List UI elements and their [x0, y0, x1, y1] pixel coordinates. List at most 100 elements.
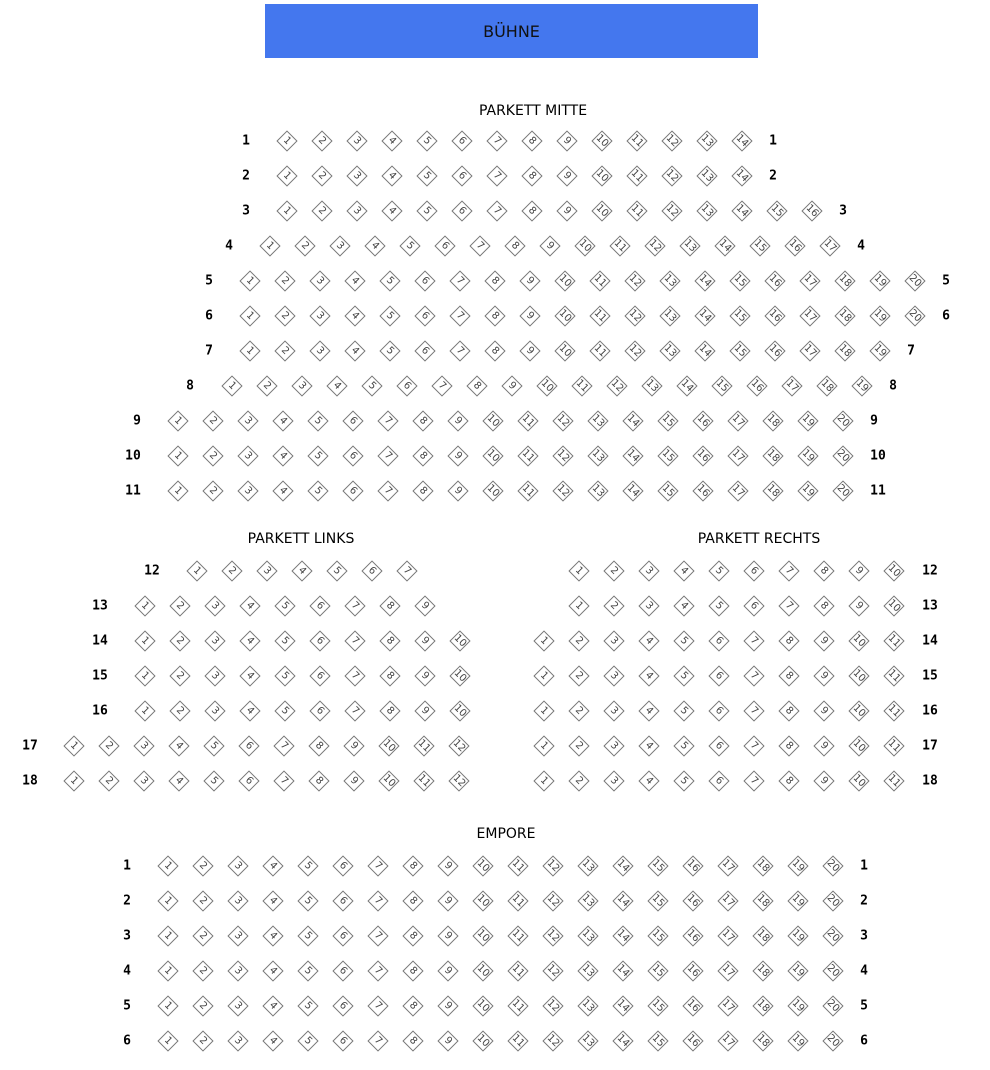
seat-empore-row-4-1[interactable]: 1 — [157, 960, 179, 982]
seat-parkett-mitte-row-11-11[interactable]: 11 — [517, 480, 539, 502]
seat-empore-row-1-7[interactable]: 7 — [367, 855, 389, 877]
seat-parkett-mitte-row-3-4[interactable]: 4 — [381, 200, 403, 222]
seat-parkett-rechts-row-17-4[interactable]: 4 — [638, 735, 660, 757]
seat-parkett-mitte-row-1-4[interactable]: 4 — [381, 130, 403, 152]
seat-empore-row-3-16[interactable]: 16 — [682, 925, 704, 947]
seat-parkett-rechts-row-12-2[interactable]: 2 — [603, 560, 625, 582]
seat-parkett-mitte-row-11-4[interactable]: 4 — [272, 480, 294, 502]
seat-empore-row-2-2[interactable]: 2 — [192, 890, 214, 912]
seat-parkett-mitte-row-9-20[interactable]: 20 — [832, 410, 854, 432]
seat-parkett-mitte-row-7-1[interactable]: 1 — [239, 340, 261, 362]
seat-empore-row-5-17[interactable]: 17 — [717, 995, 739, 1017]
seat-empore-row-4-10[interactable]: 10 — [472, 960, 494, 982]
seat-empore-row-2-1[interactable]: 1 — [157, 890, 179, 912]
seat-empore-row-5-13[interactable]: 13 — [577, 995, 599, 1017]
seat-empore-row-6-8[interactable]: 8 — [402, 1030, 424, 1052]
seat-empore-row-4-8[interactable]: 8 — [402, 960, 424, 982]
seat-parkett-mitte-row-5-15[interactable]: 15 — [729, 270, 751, 292]
seat-empore-row-5-7[interactable]: 7 — [367, 995, 389, 1017]
seat-empore-row-5-18[interactable]: 18 — [752, 995, 774, 1017]
seat-empore-row-1-6[interactable]: 6 — [332, 855, 354, 877]
seat-parkett-rechts-row-15-2[interactable]: 2 — [568, 665, 590, 687]
seat-parkett-mitte-row-8-9[interactable]: 9 — [501, 375, 523, 397]
seat-empore-row-1-18[interactable]: 18 — [752, 855, 774, 877]
seat-parkett-mitte-row-8-13[interactable]: 13 — [641, 375, 663, 397]
seat-parkett-rechts-row-13-1[interactable]: 1 — [568, 595, 590, 617]
seat-parkett-rechts-row-13-4[interactable]: 4 — [673, 595, 695, 617]
seat-parkett-links-row-15-1[interactable]: 1 — [134, 665, 156, 687]
seat-empore-row-6-4[interactable]: 4 — [262, 1030, 284, 1052]
seat-empore-row-6-3[interactable]: 3 — [227, 1030, 249, 1052]
seat-empore-row-4-11[interactable]: 11 — [507, 960, 529, 982]
seat-empore-row-6-1[interactable]: 1 — [157, 1030, 179, 1052]
seat-parkett-links-row-16-10[interactable]: 10 — [449, 700, 471, 722]
seat-empore-row-6-19[interactable]: 19 — [787, 1030, 809, 1052]
seat-empore-row-6-2[interactable]: 2 — [192, 1030, 214, 1052]
seat-parkett-mitte-row-2-14[interactable]: 14 — [731, 165, 753, 187]
seat-parkett-mitte-row-1-10[interactable]: 10 — [591, 130, 613, 152]
seat-parkett-mitte-row-11-10[interactable]: 10 — [482, 480, 504, 502]
seat-parkett-mitte-row-9-17[interactable]: 17 — [727, 410, 749, 432]
seat-parkett-mitte-row-10-2[interactable]: 2 — [202, 445, 224, 467]
seat-parkett-mitte-row-3-15[interactable]: 15 — [766, 200, 788, 222]
seat-empore-row-4-4[interactable]: 4 — [262, 960, 284, 982]
seat-empore-row-2-13[interactable]: 13 — [577, 890, 599, 912]
seat-empore-row-1-13[interactable]: 13 — [577, 855, 599, 877]
seat-parkett-links-row-12-7[interactable]: 7 — [396, 560, 418, 582]
seat-parkett-links-row-16-5[interactable]: 5 — [274, 700, 296, 722]
seat-parkett-links-row-16-4[interactable]: 4 — [239, 700, 261, 722]
seat-parkett-mitte-row-5-1[interactable]: 1 — [239, 270, 261, 292]
seat-empore-row-5-5[interactable]: 5 — [297, 995, 319, 1017]
seat-empore-row-6-9[interactable]: 9 — [437, 1030, 459, 1052]
seat-parkett-mitte-row-2-6[interactable]: 6 — [451, 165, 473, 187]
seat-parkett-mitte-row-3-16[interactable]: 16 — [801, 200, 823, 222]
seat-empore-row-2-19[interactable]: 19 — [787, 890, 809, 912]
seat-parkett-mitte-row-6-18[interactable]: 18 — [834, 305, 856, 327]
seat-parkett-rechts-row-17-8[interactable]: 8 — [778, 735, 800, 757]
seat-parkett-rechts-row-17-2[interactable]: 2 — [568, 735, 590, 757]
seat-parkett-links-row-12-6[interactable]: 6 — [361, 560, 383, 582]
seat-parkett-mitte-row-11-9[interactable]: 9 — [447, 480, 469, 502]
seat-empore-row-3-9[interactable]: 9 — [437, 925, 459, 947]
seat-parkett-mitte-row-4-13[interactable]: 13 — [679, 235, 701, 257]
seat-parkett-mitte-row-11-6[interactable]: 6 — [342, 480, 364, 502]
seat-parkett-mitte-row-11-15[interactable]: 15 — [657, 480, 679, 502]
seat-parkett-links-row-14-10[interactable]: 10 — [449, 630, 471, 652]
seat-parkett-mitte-row-3-1[interactable]: 1 — [276, 200, 298, 222]
seat-parkett-rechts-row-14-11[interactable]: 11 — [883, 630, 905, 652]
seat-parkett-links-row-17-11[interactable]: 11 — [413, 735, 435, 757]
seat-parkett-mitte-row-6-6[interactable]: 6 — [414, 305, 436, 327]
seat-parkett-mitte-row-10-1[interactable]: 1 — [167, 445, 189, 467]
seat-parkett-mitte-row-9-3[interactable]: 3 — [237, 410, 259, 432]
seat-parkett-rechts-row-16-10[interactable]: 10 — [848, 700, 870, 722]
seat-parkett-mitte-row-3-7[interactable]: 7 — [486, 200, 508, 222]
seat-parkett-mitte-row-10-9[interactable]: 9 — [447, 445, 469, 467]
seat-empore-row-3-13[interactable]: 13 — [577, 925, 599, 947]
seat-parkett-mitte-row-4-12[interactable]: 12 — [644, 235, 666, 257]
seat-parkett-mitte-row-1-3[interactable]: 3 — [346, 130, 368, 152]
seat-parkett-rechts-row-18-3[interactable]: 3 — [603, 770, 625, 792]
seat-empore-row-2-10[interactable]: 10 — [472, 890, 494, 912]
seat-parkett-mitte-row-7-5[interactable]: 5 — [379, 340, 401, 362]
seat-parkett-mitte-row-11-2[interactable]: 2 — [202, 480, 224, 502]
seat-parkett-mitte-row-7-4[interactable]: 4 — [344, 340, 366, 362]
seat-parkett-links-row-14-7[interactable]: 7 — [344, 630, 366, 652]
seat-parkett-rechts-row-15-9[interactable]: 9 — [813, 665, 835, 687]
seat-parkett-mitte-row-5-5[interactable]: 5 — [379, 270, 401, 292]
seat-empore-row-3-2[interactable]: 2 — [192, 925, 214, 947]
seat-parkett-rechts-row-15-6[interactable]: 6 — [708, 665, 730, 687]
seat-empore-row-1-2[interactable]: 2 — [192, 855, 214, 877]
seat-parkett-mitte-row-11-17[interactable]: 17 — [727, 480, 749, 502]
seat-empore-row-4-3[interactable]: 3 — [227, 960, 249, 982]
seat-parkett-mitte-row-1-2[interactable]: 2 — [311, 130, 333, 152]
seat-parkett-rechts-row-15-11[interactable]: 11 — [883, 665, 905, 687]
seat-parkett-rechts-row-16-11[interactable]: 11 — [883, 700, 905, 722]
seat-empore-row-4-2[interactable]: 2 — [192, 960, 214, 982]
seat-parkett-mitte-row-10-20[interactable]: 20 — [832, 445, 854, 467]
seat-parkett-mitte-row-8-14[interactable]: 14 — [676, 375, 698, 397]
seat-parkett-mitte-row-9-12[interactable]: 12 — [552, 410, 574, 432]
seat-parkett-mitte-row-10-3[interactable]: 3 — [237, 445, 259, 467]
seat-parkett-mitte-row-10-8[interactable]: 8 — [412, 445, 434, 467]
seat-parkett-rechts-row-16-5[interactable]: 5 — [673, 700, 695, 722]
seat-empore-row-6-20[interactable]: 20 — [822, 1030, 844, 1052]
